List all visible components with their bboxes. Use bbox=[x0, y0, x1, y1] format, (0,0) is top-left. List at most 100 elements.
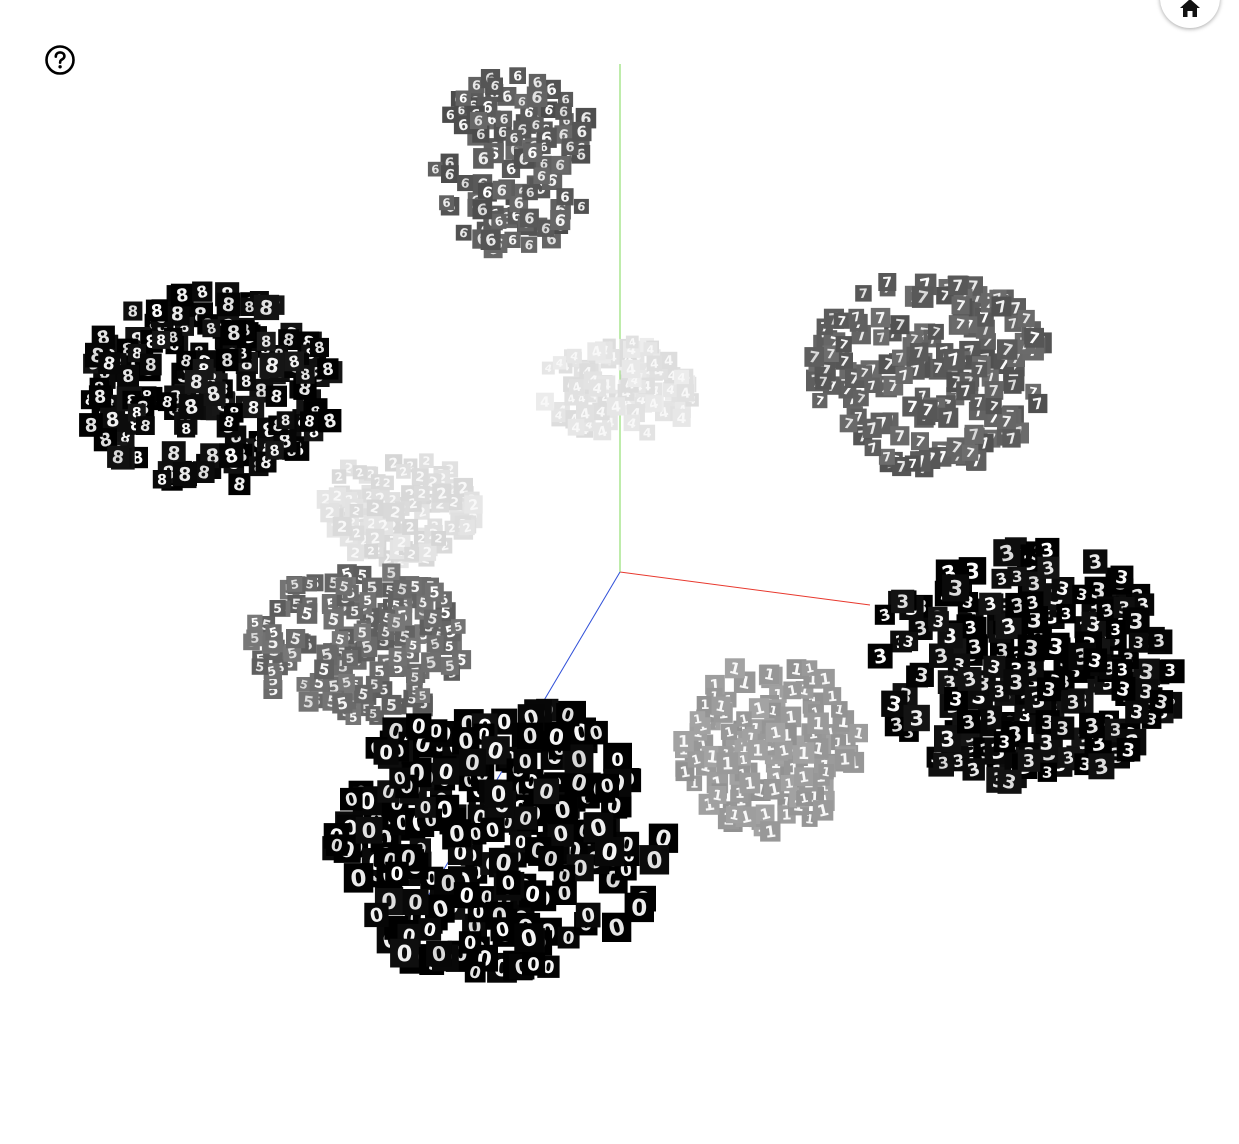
digit-thumbnail: 5 bbox=[287, 577, 302, 592]
digit-thumbnail: 2 bbox=[333, 517, 352, 536]
digit-thumbnail: 8 bbox=[117, 365, 139, 388]
digit-glyph: 5 bbox=[369, 707, 378, 721]
digit-glyph: 0 bbox=[515, 833, 527, 852]
digit-glyph: 3 bbox=[964, 618, 978, 639]
digit-thumbnail: 5 bbox=[406, 638, 421, 653]
digit-thumbnail: 3 bbox=[1083, 648, 1107, 673]
digit-glyph: 6 bbox=[442, 196, 451, 210]
digit-thumbnail: 7 bbox=[911, 432, 929, 451]
digit-thumbnail: 7 bbox=[972, 362, 988, 378]
digit-thumbnail: 4 bbox=[568, 419, 585, 436]
digit-thumbnail: 2 bbox=[464, 495, 482, 514]
digit-thumbnail: 5 bbox=[451, 619, 466, 634]
digit-glyph: 7 bbox=[960, 383, 972, 401]
digit-thumbnail: 6 bbox=[457, 175, 473, 191]
digit-thumbnail: 3 bbox=[1018, 749, 1040, 772]
digit-glyph: 7 bbox=[932, 361, 943, 378]
digit-thumbnail: 4 bbox=[645, 395, 662, 413]
digit-glyph: 3 bbox=[937, 753, 950, 773]
digit-thumbnail: 5 bbox=[342, 650, 358, 666]
digit-thumbnail: 5 bbox=[299, 692, 319, 712]
digit-thumbnail: 3 bbox=[868, 644, 893, 669]
digit-thumbnail: 0 bbox=[534, 779, 560, 805]
digit-thumbnail: 7 bbox=[873, 329, 889, 345]
digit-thumbnail: 3 bbox=[904, 705, 930, 731]
digit-thumbnail: 0 bbox=[454, 882, 480, 908]
digit-glyph: 8 bbox=[156, 333, 166, 349]
digit-thumbnail: 7 bbox=[948, 276, 968, 296]
digit-thumbnail: 1 bbox=[775, 741, 793, 760]
digit-thumbnail: 7 bbox=[912, 286, 934, 308]
digit-glyph: 8 bbox=[240, 372, 252, 391]
digit-glyph: 5 bbox=[345, 650, 355, 666]
question-circle-icon bbox=[44, 44, 76, 76]
digit-glyph: 7 bbox=[921, 400, 934, 420]
digit-thumbnail: 0 bbox=[390, 939, 419, 968]
digit-thumbnail: 7 bbox=[962, 444, 978, 460]
digit-glyph: 3 bbox=[896, 592, 909, 613]
digit-glyph: 3 bbox=[998, 732, 1010, 751]
digit-glyph: 1 bbox=[743, 773, 756, 793]
digit-glyph: 3 bbox=[1128, 609, 1143, 633]
digit-thumbnail: 7 bbox=[812, 393, 827, 408]
digit-thumbnail: 7 bbox=[965, 425, 984, 444]
digit-glyph: 6 bbox=[527, 144, 538, 162]
digit-thumbnail: 5 bbox=[252, 658, 268, 675]
digit-glyph: 0 bbox=[379, 741, 393, 764]
digit-thumbnail: 0 bbox=[606, 748, 629, 771]
digit-glyph: 6 bbox=[478, 149, 489, 168]
digit-glyph: 5 bbox=[302, 693, 315, 712]
digit-thumbnail: 3 bbox=[992, 569, 1012, 590]
digit-thumbnail: 5 bbox=[338, 674, 355, 692]
digit-glyph: 8 bbox=[157, 472, 167, 488]
digit-thumbnail: 0 bbox=[385, 862, 409, 886]
digit-thumbnail: 0 bbox=[514, 807, 537, 831]
digit-thumbnail: 2 bbox=[419, 543, 437, 561]
digit-thumbnail: 4 bbox=[536, 393, 554, 411]
digit-glyph: 0 bbox=[631, 896, 647, 922]
digit-thumbnail: 6 bbox=[550, 210, 570, 230]
digit-glyph: 0 bbox=[397, 941, 413, 967]
help-button[interactable] bbox=[44, 44, 76, 76]
home-icon bbox=[1179, 0, 1201, 18]
digit-thumbnail: 1 bbox=[815, 669, 835, 689]
digit-thumbnail: 1 bbox=[818, 764, 833, 780]
digit-thumbnail: 3 bbox=[1038, 763, 1057, 782]
digit-glyph: 5 bbox=[273, 601, 282, 616]
digit-glyph: 2 bbox=[422, 454, 431, 468]
digit-glyph: 5 bbox=[418, 688, 427, 703]
digit-thumbnail: 7 bbox=[815, 373, 831, 390]
digit-thumbnail: 6 bbox=[572, 122, 591, 141]
digit-thumbnail: 2 bbox=[460, 520, 475, 536]
digit-thumbnail: 7 bbox=[895, 367, 912, 385]
digit-thumbnail: 5 bbox=[393, 580, 411, 599]
digit-thumbnail: 5 bbox=[360, 592, 376, 608]
digit-glyph: 1 bbox=[784, 775, 795, 791]
digit-thumbnail: 5 bbox=[425, 583, 444, 602]
digit-thumbnail: 0 bbox=[465, 962, 486, 983]
digit-glyph: 8 bbox=[93, 387, 107, 408]
digit-glyph: 3 bbox=[1023, 636, 1040, 661]
digit-glyph: 8 bbox=[258, 296, 274, 320]
digit-glyph: 6 bbox=[446, 107, 455, 122]
digit-glyph: 4 bbox=[643, 426, 652, 440]
digit-glyph: 6 bbox=[576, 123, 588, 142]
digit-thumbnail: 7 bbox=[952, 296, 970, 315]
digit-glyph: 2 bbox=[434, 531, 444, 546]
digit-glyph: 0 bbox=[562, 928, 576, 949]
digit-glyph: 1 bbox=[752, 741, 763, 760]
digit-glyph: 7 bbox=[895, 350, 905, 366]
digit-thumbnail: 0 bbox=[522, 953, 545, 976]
digit-thumbnail: 0 bbox=[556, 703, 579, 727]
digit-thumbnail: 0 bbox=[356, 817, 383, 844]
digit-glyph: 3 bbox=[909, 706, 924, 730]
digit-thumbnail: 1 bbox=[739, 773, 760, 794]
digit-thumbnail: 4 bbox=[660, 352, 677, 369]
digit-glyph: 1 bbox=[678, 732, 689, 751]
digit-glyph: 0 bbox=[600, 839, 619, 867]
digit-thumbnail: 0 bbox=[485, 780, 513, 808]
digit-thumbnail: 8 bbox=[260, 353, 285, 379]
digit-thumbnail: 5 bbox=[407, 669, 423, 685]
